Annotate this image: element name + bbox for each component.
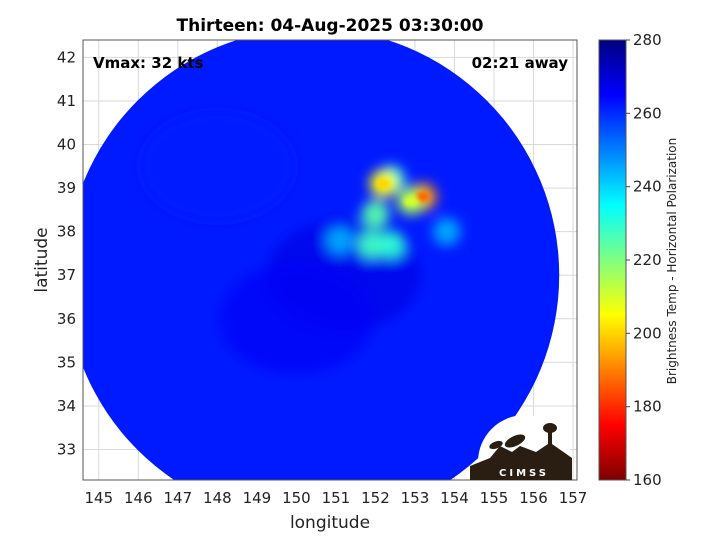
swath-feature: [377, 230, 406, 259]
swath-core: [404, 196, 419, 207]
x-axis-label: longitude: [290, 513, 370, 533]
y-tick-label: 34: [57, 397, 76, 415]
y-tick-label: 39: [57, 179, 76, 197]
x-tick-label: 145: [84, 489, 113, 507]
swath-feature: [140, 111, 295, 222]
plot-frame: [82, 39, 578, 481]
y-tick-label: 41: [57, 92, 76, 110]
colorbar: [598, 39, 627, 481]
x-tick-label: 154: [440, 489, 469, 507]
colorbar-tick-label: 240: [633, 178, 662, 196]
x-tick-label: 155: [480, 489, 509, 507]
colorbar-tick-label: 260: [633, 104, 662, 122]
colorbar-tick-label: 220: [633, 251, 662, 269]
x-axis-ticks: 145 146 147 148 149 150 151 152 153 154 155 156 157: [84, 489, 587, 507]
colorbar-ticks: 160 180 200 220 240 260 280: [626, 31, 662, 489]
colorbar-tick-label: 160: [633, 471, 662, 489]
logo-dish-icon-small: [489, 440, 503, 450]
swath-feature: [432, 217, 461, 246]
logo-dish-icon: [504, 434, 526, 448]
swath-core: [376, 178, 391, 189]
y-tick-label: 37: [57, 266, 76, 284]
colorbar-tick-label: 280: [633, 31, 662, 49]
logo-text: CIMSS: [499, 468, 549, 479]
x-tick-label: 151: [322, 489, 351, 507]
vmax-annotation: Vmax: 32 kts: [93, 54, 203, 72]
x-tick-label: 148: [203, 489, 232, 507]
time-away-annotation: 02:21 away: [472, 54, 569, 72]
x-tick-label: 152: [361, 489, 390, 507]
swath-feature: [361, 200, 390, 229]
y-tick-label: 33: [57, 441, 76, 459]
brightness-swath: [83, 40, 560, 480]
swath-feature: [357, 230, 386, 259]
logo-silhouette: [470, 432, 572, 480]
x-tick-label: 149: [243, 489, 272, 507]
x-tick-label: 147: [164, 489, 193, 507]
colorbar-tick-label: 180: [633, 398, 662, 416]
colorbar-label: Brightness Temp - Horizontal Polarizatio…: [665, 138, 679, 385]
swath-core-features: [376, 178, 430, 207]
swath-feature: [325, 226, 354, 255]
x-tick-label: 157: [559, 489, 588, 507]
logo-water-tower-icon: [543, 423, 557, 433]
x-tick-label: 153: [401, 489, 430, 507]
x-tick-label: 156: [519, 489, 548, 507]
y-tick-label: 42: [57, 48, 76, 66]
y-axis-label: latitude: [32, 227, 52, 292]
x-tick-label: 146: [124, 489, 153, 507]
y-tick-label: 36: [57, 310, 76, 328]
x-tick-label: 150: [282, 489, 311, 507]
swath-feature: [219, 263, 374, 374]
swath-core: [415, 191, 430, 202]
chart-title: Thirteen: 04-Aug-2025 03:30:00: [177, 16, 484, 36]
y-tick-label: 35: [57, 353, 76, 371]
colorbar-tick-label: 200: [633, 324, 662, 342]
y-tick-label: 38: [57, 223, 76, 241]
cimss-logo: CIMSS: [470, 415, 572, 480]
y-axis-ticks: 33 34 35 36 37 38 39 40 41 42: [57, 48, 76, 458]
y-tick-label: 40: [57, 136, 76, 154]
